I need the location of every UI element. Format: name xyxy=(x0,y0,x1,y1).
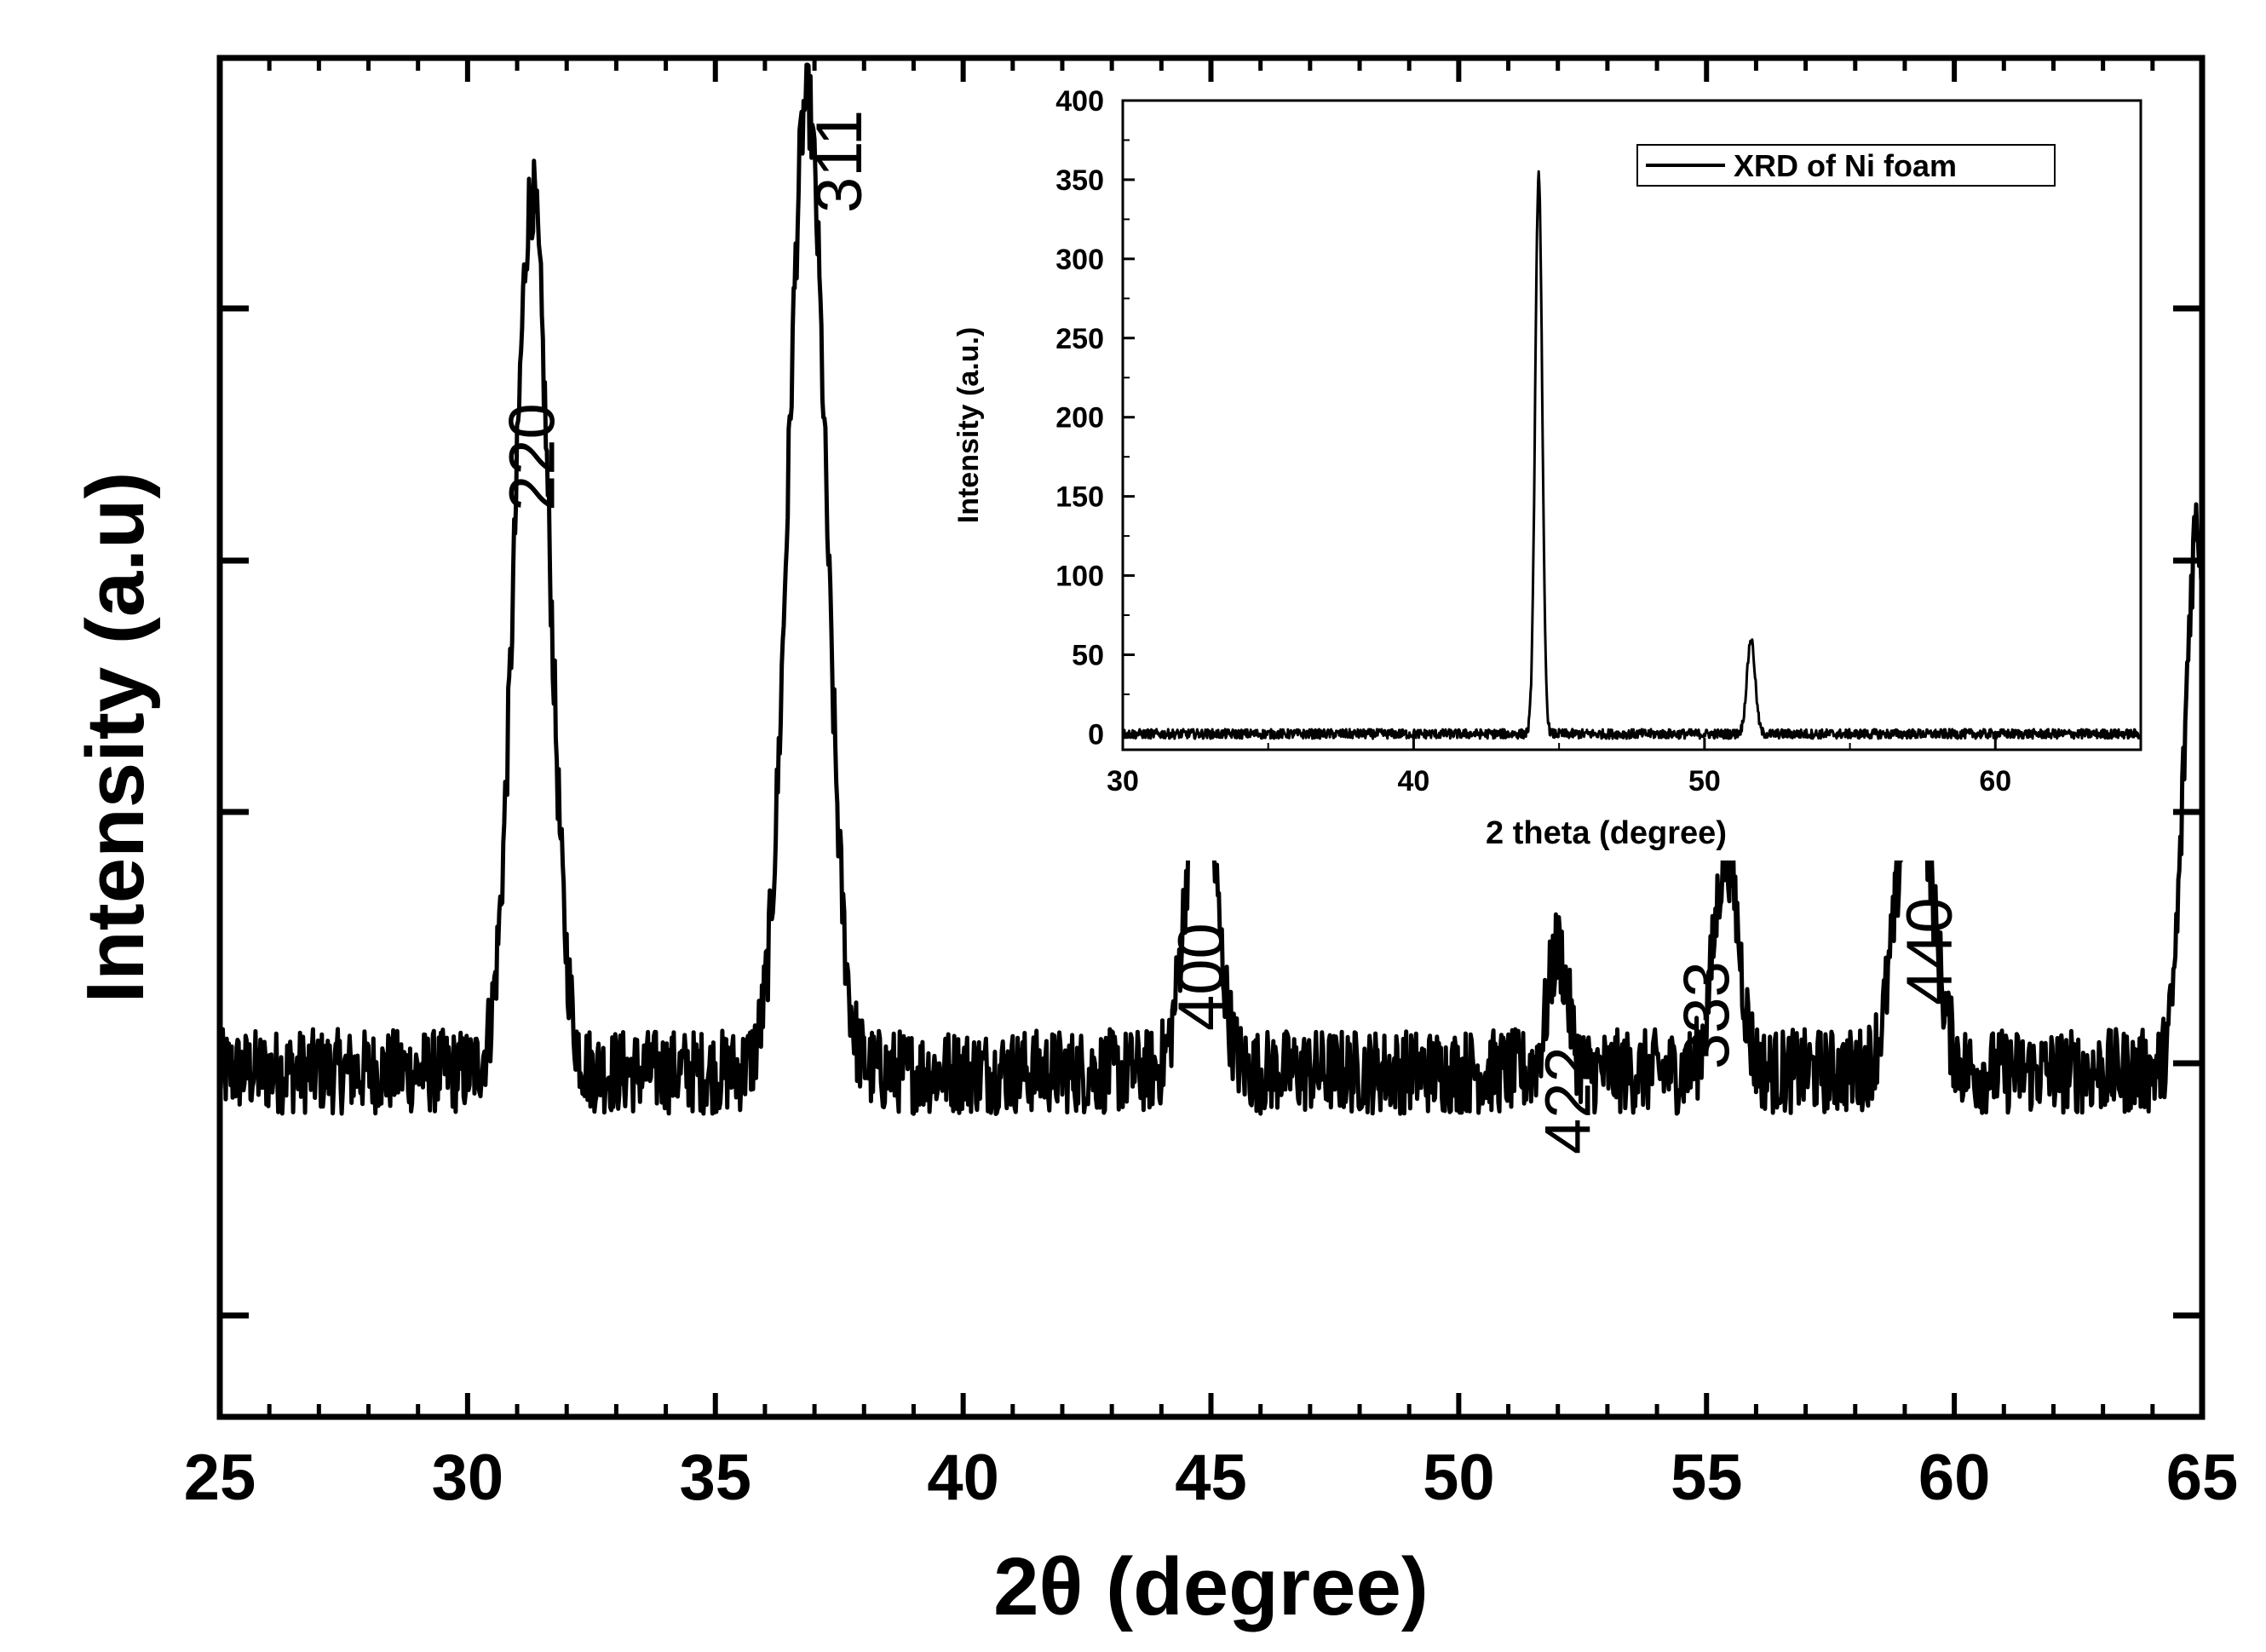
inset-legend: XRD of Ni foam xyxy=(1636,144,2056,187)
inset-plot-frame xyxy=(1121,99,2142,751)
inset-x-tick-label: 30 xyxy=(1107,765,1139,797)
inset-y-tick-label: 300 xyxy=(1055,244,1104,276)
peak-label: 220 xyxy=(497,403,569,511)
inset-plot: 30 40 50 60 0 50 100 150 200 250 300 350 400 XRD of… xyxy=(927,85,2149,861)
inset-y-tick-label: 100 xyxy=(1055,561,1104,593)
inset-x-tick-label: 60 xyxy=(1979,765,2011,797)
inset-y-tick-labels: 0 50 100 150 200 250 300 350 400 xyxy=(1055,85,1104,751)
inset-y-tick-label: 400 xyxy=(1055,85,1104,118)
inset-ticks xyxy=(1121,99,1997,750)
inset-y-tick-label: 250 xyxy=(1055,323,1104,355)
inset-x-tick-label: 50 xyxy=(1688,765,1721,797)
legend-label: XRD of Ni foam xyxy=(1734,148,1957,183)
inset-y-tick-label: 150 xyxy=(1055,481,1104,514)
peak-label: 311 xyxy=(803,110,876,213)
main-x-tick-label: 45 xyxy=(1175,1442,1247,1514)
inset-x-tick-label: 40 xyxy=(1398,765,1430,797)
main-x-tick-label: 40 xyxy=(927,1442,999,1514)
main-x-tick-label: 50 xyxy=(1423,1442,1495,1514)
peak-label: 333 xyxy=(1671,961,1743,1069)
inset-y-tick-label: 0 xyxy=(1088,718,1104,751)
main-x-tick-label: 30 xyxy=(432,1442,504,1514)
main-ticks xyxy=(217,58,2205,1417)
main-x-tick-label: 55 xyxy=(1671,1442,1743,1514)
inset-y-tick-label: 350 xyxy=(1055,164,1104,197)
inset-x-tick-labels: 30 40 50 60 xyxy=(1107,765,2011,797)
inset-y-tick-label: 50 xyxy=(1072,639,1104,671)
main-x-tick-label: 35 xyxy=(679,1442,751,1514)
peak-label: 400 xyxy=(1165,923,1238,1031)
main-x-tick-label: 25 xyxy=(184,1442,256,1514)
peak-label: 440 xyxy=(1894,897,1966,1005)
main-y-axis-label: Intensity (a.u) xyxy=(70,471,161,1003)
main-x-tick-label: 60 xyxy=(1918,1442,1991,1514)
inset-y-axis-label: Intensity (a.u.) xyxy=(952,327,985,523)
peak-label: 422 xyxy=(1532,1046,1604,1154)
inset-series-line xyxy=(1122,170,2142,740)
main-x-tick-labels: 25 30 35 40 45 50 55 60 65 xyxy=(184,1442,2239,1514)
main-x-tick-label: 65 xyxy=(2166,1442,2239,1514)
inset-y-tick-label: 200 xyxy=(1055,402,1104,435)
inset-x-axis-label: 2 theta (degree) xyxy=(1486,815,1727,851)
main-x-axis-label: 2θ (degree) xyxy=(993,1541,1429,1632)
